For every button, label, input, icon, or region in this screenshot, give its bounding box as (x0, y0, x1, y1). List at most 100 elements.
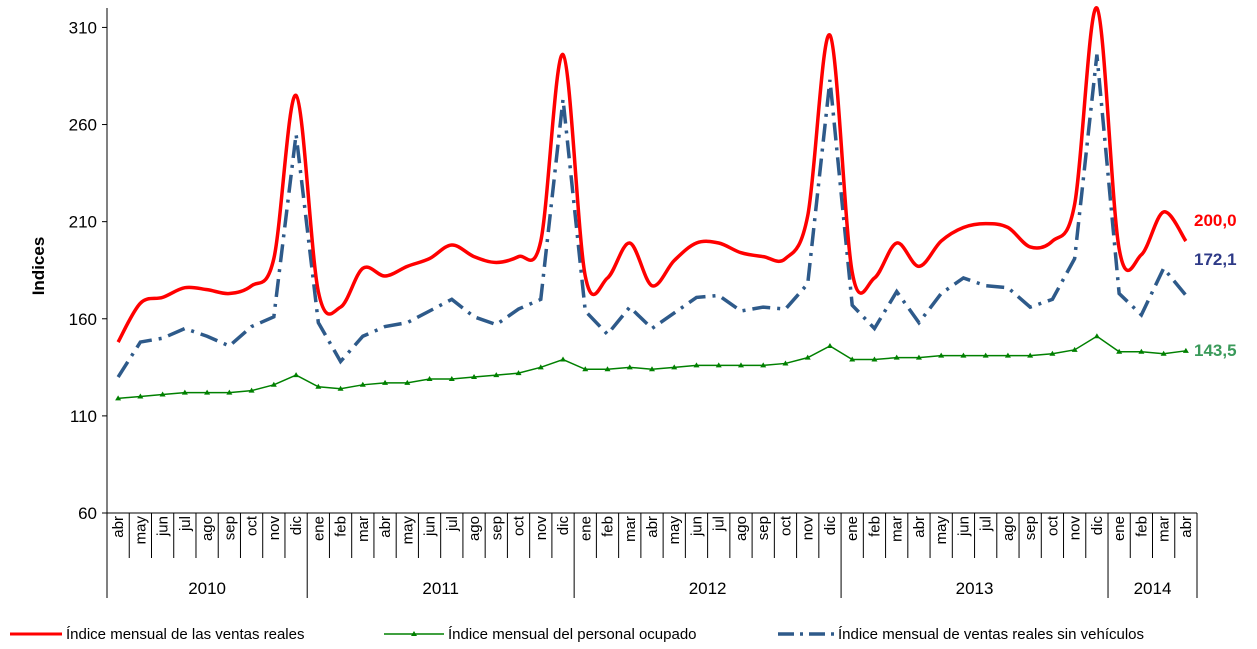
x-month-label: abr (1178, 516, 1195, 538)
x-month-label: ene (844, 516, 861, 541)
x-month-label: nov (533, 516, 550, 541)
point-marker (782, 360, 789, 366)
point-marker (715, 362, 722, 368)
x-month-label: ago (466, 516, 483, 541)
point-marker (337, 385, 344, 391)
x-month-label: sep (755, 516, 772, 540)
point-marker (537, 364, 544, 370)
point-marker (604, 366, 611, 372)
point-marker (1182, 347, 1189, 353)
point-marker (1071, 346, 1078, 352)
point-marker (293, 372, 300, 378)
point-marker (226, 389, 233, 395)
point-marker (115, 395, 122, 401)
point-marker (626, 364, 633, 370)
x-month-label: may (132, 516, 149, 545)
point-marker (804, 354, 811, 360)
x-month-label: ene (1111, 516, 1128, 541)
legend: Índice mensual de las ventas reales Índi… (0, 622, 1257, 646)
series-1 (115, 333, 1189, 401)
x-month-label: mar (889, 516, 906, 542)
x-month-label: dic (288, 516, 305, 536)
x-month-label: feb (600, 516, 617, 537)
legend-red-line-icon (10, 632, 62, 636)
legend-label-personal: Índice mensual del personal ocupado (448, 625, 697, 643)
x-month-label: may (399, 516, 416, 545)
point-marker (826, 342, 833, 348)
x-month-label: ago (1000, 516, 1017, 541)
x-month-label: mar (355, 516, 372, 542)
point-marker (1138, 348, 1145, 354)
x-month-label: may (666, 516, 683, 545)
point-marker (359, 381, 366, 387)
x-month-label: abr (911, 516, 928, 538)
point-marker (693, 362, 700, 368)
x-month-label: oct (1044, 515, 1061, 536)
point-marker (737, 362, 744, 368)
point-marker (560, 356, 567, 362)
point-marker (1116, 348, 1123, 354)
x-month-label: jun (955, 516, 972, 537)
x-month-label: nov (266, 516, 283, 541)
point-marker (315, 383, 322, 389)
legend-green-marker-line-icon (384, 631, 444, 636)
x-month-label: oct (777, 515, 794, 536)
y-axis-label: Indices (29, 237, 48, 296)
point-marker (915, 354, 922, 360)
x-month-label: ene (577, 516, 594, 541)
end-label-ventas: 200,0 (1194, 211, 1237, 230)
x-month-label: sep (221, 516, 238, 540)
end-label-personal: 143,5 (1194, 341, 1237, 360)
point-marker (982, 352, 989, 358)
legend-item-ventas: Índice mensual de las ventas reales (10, 622, 304, 646)
point-marker (426, 375, 433, 381)
x-month-label: sep (1022, 516, 1039, 540)
y-tick-labels: 60 110 160 210 260 310 (69, 18, 107, 523)
x-month-label: ago (199, 516, 216, 541)
x-tick-labels: abr may jun jul ago sep oct nov dic ene feb mar abr m… (106, 513, 1198, 598)
year-label: 2013 (956, 579, 994, 598)
point-marker (404, 379, 411, 385)
point-marker (893, 354, 900, 360)
y-tick-label: 210 (69, 213, 97, 232)
legend-blue-dashdot-line-icon (778, 632, 834, 636)
end-label-sin-vehiculos: 172,1 (1194, 250, 1237, 269)
point-marker (248, 387, 255, 393)
point-marker (137, 393, 144, 399)
point-marker (938, 352, 945, 358)
x-month-label: feb (333, 516, 350, 537)
x-month-label: ene (310, 516, 327, 541)
point-marker (760, 362, 767, 368)
point-marker (471, 374, 478, 380)
x-month-label: may (933, 516, 950, 545)
x-month-label: nov (800, 516, 817, 541)
x-month-label: nov (1067, 516, 1084, 541)
point-marker (1093, 333, 1100, 339)
end-labels: 200,0 172,1 143,5 (1194, 211, 1237, 360)
x-month-label: mar (1156, 516, 1173, 542)
point-marker (493, 372, 500, 378)
x-month-label: jul (444, 516, 461, 532)
point-marker (1027, 352, 1034, 358)
x-month-label: oct (511, 515, 528, 536)
y-tick-label: 310 (69, 18, 97, 37)
point-marker (204, 389, 211, 395)
point-marker (181, 389, 188, 395)
x-month-label: jun (688, 516, 705, 537)
point-marker (871, 356, 878, 362)
point-marker (849, 356, 856, 362)
line-ventas-reales (116, 6, 1188, 343)
y-tick-label: 60 (78, 504, 97, 523)
x-month-label: jul (711, 516, 728, 532)
x-month-label: sep (488, 516, 505, 540)
year-label: 2010 (188, 579, 226, 598)
x-month-label: jul (978, 516, 995, 532)
point-marker (1160, 350, 1167, 356)
point-marker (382, 379, 389, 385)
x-month-label: jun (422, 516, 439, 537)
y-tick-label: 160 (69, 310, 97, 329)
x-month-label: feb (866, 516, 883, 537)
point-marker (1049, 350, 1056, 356)
x-month-label: abr (110, 516, 127, 538)
year-label: 2014 (1134, 579, 1172, 598)
